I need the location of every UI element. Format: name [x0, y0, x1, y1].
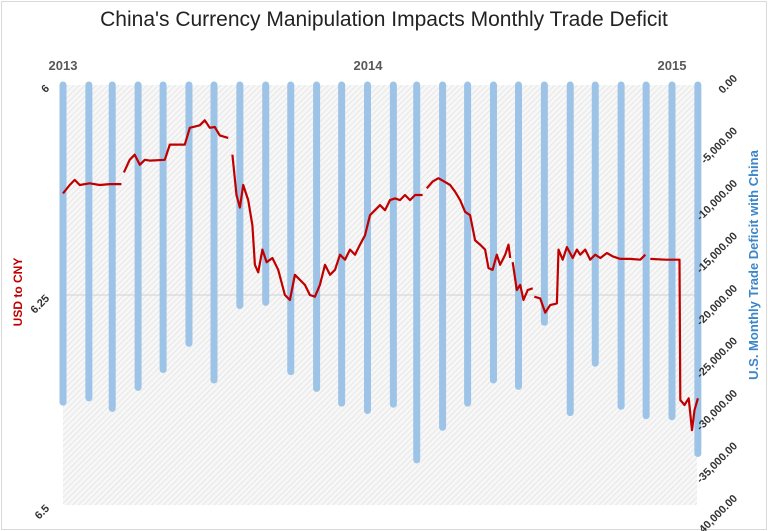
usd-cny-line [533, 246, 647, 314]
left-tick-label: 6.5 [33, 503, 52, 522]
chart-title: China's Currency Manipulation Impacts Mo… [100, 8, 668, 31]
right-tick-label: -40,000.00 [694, 493, 740, 531]
usd-cny-line [511, 262, 534, 302]
right-axis-title: U.S. Monthly Trade Deficit with China [746, 149, 761, 379]
x-tick-label: 2014 [354, 58, 384, 73]
x-tick-label: 2013 [49, 58, 78, 73]
left-tick-label: 6 [39, 83, 52, 96]
usd-cny-line [650, 257, 699, 432]
right-tick-label: 0.00 [716, 73, 740, 97]
usd-cny-line [62, 178, 122, 195]
usd-cny-line [231, 154, 423, 302]
usd-cny-line [425, 177, 512, 271]
right-tick-label: -5,000.00 [699, 125, 740, 166]
x-tick-label: 2015 [658, 58, 687, 73]
left-tick-label: 6.25 [28, 293, 52, 317]
left-axis-title: USD to CNY [11, 258, 25, 327]
usd-cny-line [122, 119, 229, 173]
